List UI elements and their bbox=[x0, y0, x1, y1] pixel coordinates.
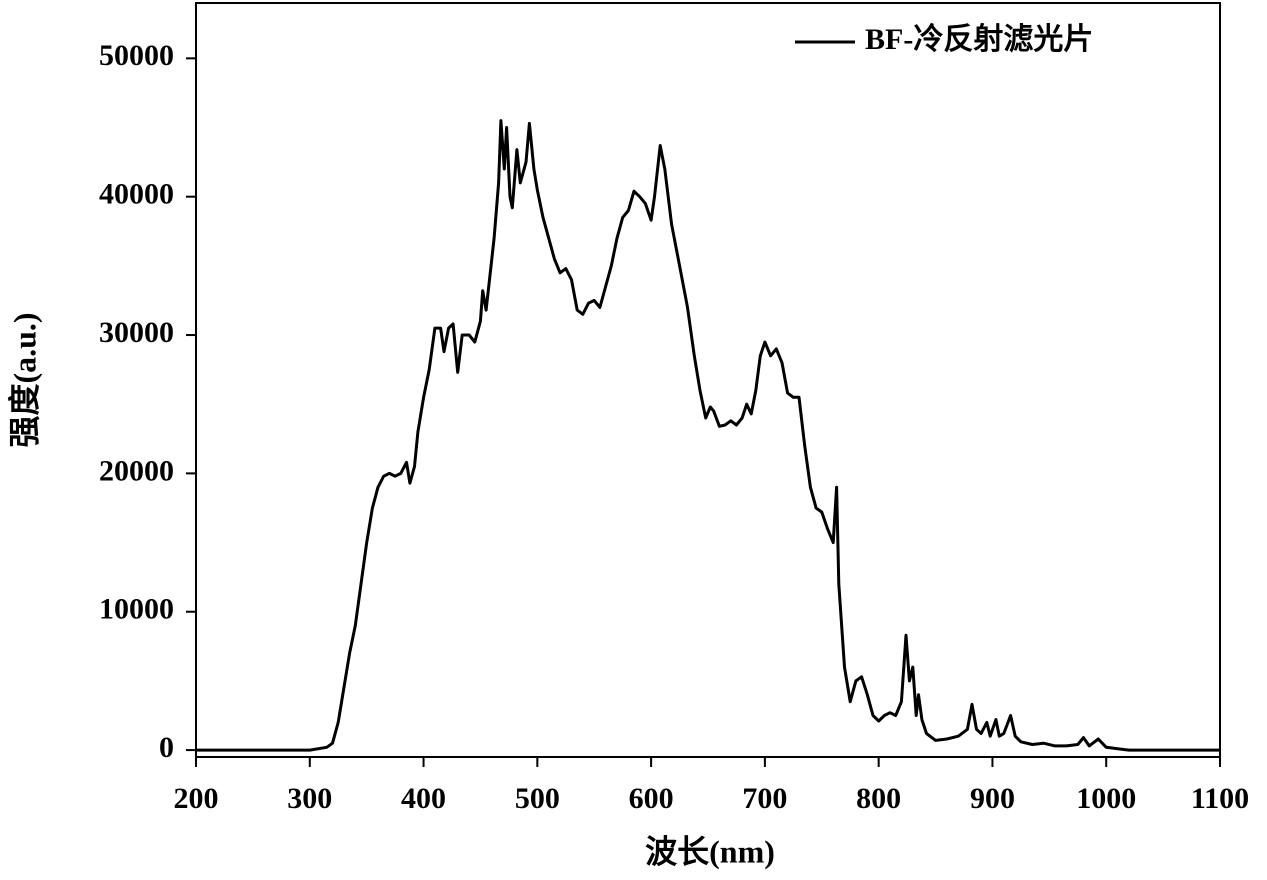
x-tick-label: 1100 bbox=[1191, 782, 1249, 815]
x-tick-label: 500 bbox=[515, 782, 560, 815]
x-tick-label: 900 bbox=[970, 782, 1015, 815]
y-tick-label: 20000 bbox=[99, 454, 174, 487]
x-tick-label: 600 bbox=[629, 782, 674, 815]
x-axis-label: 波长(nm) bbox=[645, 833, 775, 869]
y-tick-label: 10000 bbox=[99, 593, 174, 626]
y-tick-label: 30000 bbox=[99, 316, 174, 349]
data-line bbox=[196, 119, 1220, 752]
x-tick-label: 700 bbox=[742, 782, 787, 815]
x-tick-label: 1000 bbox=[1076, 782, 1136, 815]
x-tick-label: 200 bbox=[174, 782, 219, 815]
x-tick-label: 800 bbox=[856, 782, 901, 815]
legend-label: BF-冷反射滤光片 bbox=[865, 23, 1093, 56]
y-tick-label: 0 bbox=[159, 731, 174, 764]
x-tick-label: 400 bbox=[401, 782, 446, 815]
y-tick-label: 50000 bbox=[99, 39, 174, 72]
plot-frame bbox=[195, 2, 1221, 758]
x-tick-label: 300 bbox=[287, 782, 332, 815]
y-axis-label: 强度(a.u.) bbox=[6, 312, 42, 447]
y-tick-label: 40000 bbox=[99, 178, 174, 211]
